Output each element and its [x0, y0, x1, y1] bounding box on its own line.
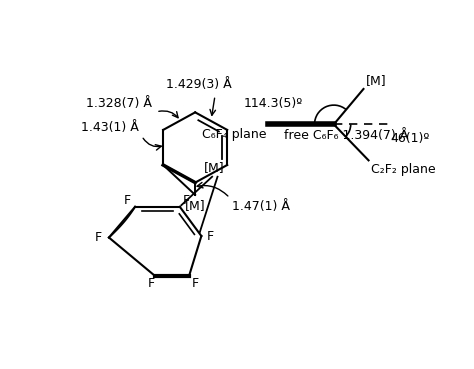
Text: [M]: [M]: [366, 74, 386, 87]
Text: F: F: [124, 194, 131, 207]
Text: 46(1)º: 46(1)º: [390, 132, 429, 145]
Text: 1.47(1) Å: 1.47(1) Å: [232, 200, 290, 213]
Text: [M]: [M]: [204, 161, 225, 175]
Text: C₂F₂ plane: C₂F₂ plane: [371, 163, 436, 176]
Text: 1.328(7) Å: 1.328(7) Å: [86, 97, 152, 110]
Text: F: F: [148, 277, 155, 290]
Text: F: F: [182, 194, 190, 207]
Text: 114.3(5)º: 114.3(5)º: [244, 97, 303, 110]
Text: F: F: [207, 230, 214, 242]
Text: 1.43(1) Å: 1.43(1) Å: [81, 121, 138, 134]
Text: F: F: [95, 231, 102, 244]
Text: [M]: [M]: [185, 199, 206, 212]
Text: C₆F₄ plane: C₆F₄ plane: [201, 128, 266, 141]
Text: F: F: [191, 277, 199, 290]
Text: free C₆F₆ 1.394(7) Å: free C₆F₆ 1.394(7) Å: [284, 130, 408, 142]
Text: 1.429(3) Å: 1.429(3) Å: [166, 78, 232, 91]
